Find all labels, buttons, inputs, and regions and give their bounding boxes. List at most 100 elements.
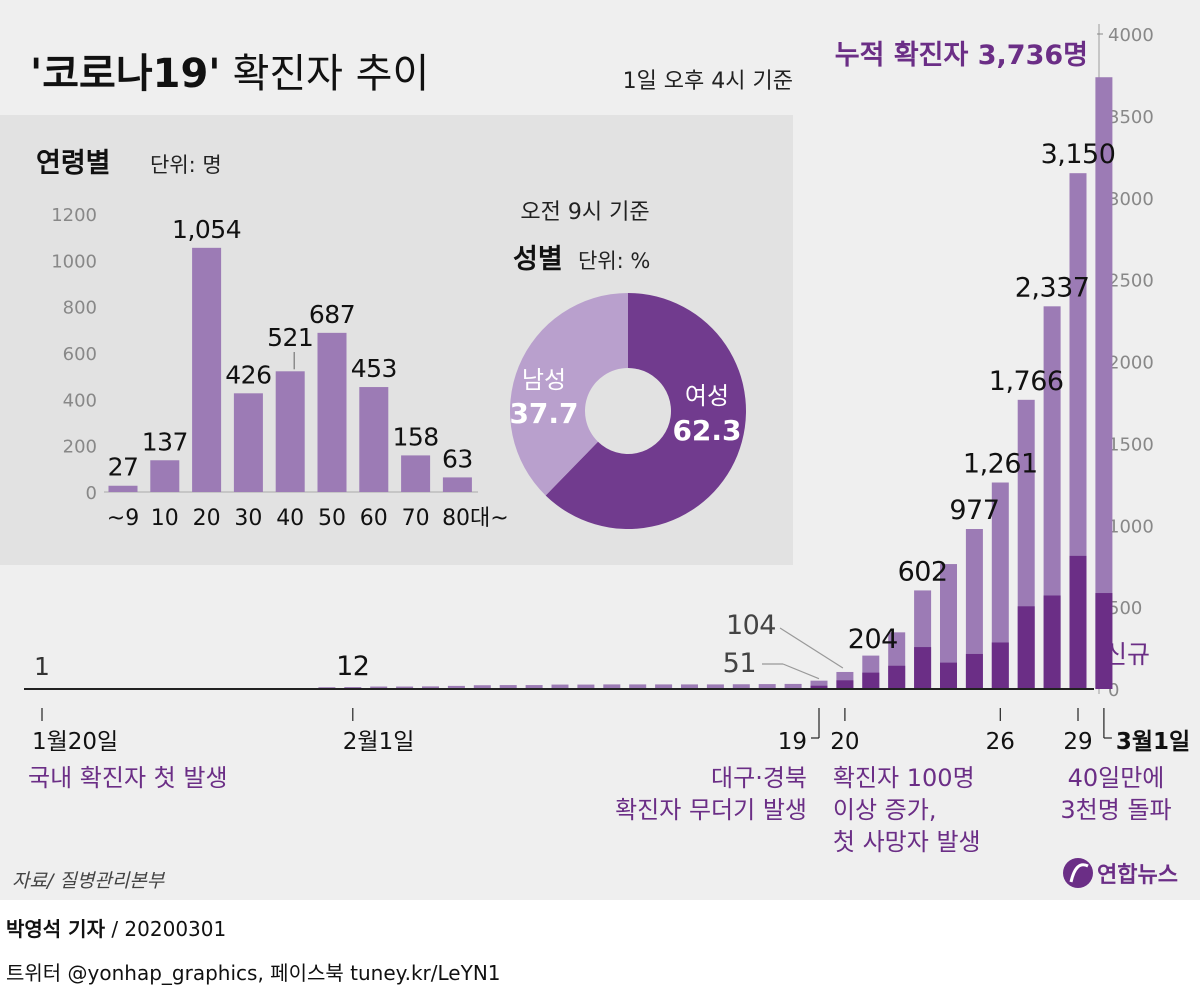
chart-basis-time: 1일 오후 4시 기준 bbox=[623, 69, 793, 94]
age-bar bbox=[108, 485, 138, 492]
x-tick-label: 26 bbox=[986, 729, 1015, 755]
cumulative-bar bbox=[499, 685, 517, 689]
logo-mark-icon bbox=[1063, 858, 1093, 888]
bar-value-label: 977 bbox=[949, 495, 999, 526]
new-cases-bar bbox=[914, 647, 932, 689]
new-cases-bar bbox=[888, 665, 906, 689]
y-tick-label: 1500 bbox=[1108, 434, 1154, 455]
cumulative-bar bbox=[629, 684, 647, 689]
cumulative-bar bbox=[396, 686, 414, 689]
y-tick-label: 2000 bbox=[1108, 353, 1154, 374]
bar-value-label: 51 bbox=[723, 648, 756, 679]
cumulative-bar bbox=[965, 529, 983, 689]
male-slice bbox=[509, 293, 628, 496]
bar-value-label: 1,766 bbox=[989, 366, 1064, 397]
cumulative-bar bbox=[447, 685, 465, 689]
cumulative-bar bbox=[422, 686, 439, 689]
bar-value-label: 104 bbox=[726, 610, 776, 641]
age-value-label: 1,054 bbox=[172, 215, 241, 244]
cumulative-bar bbox=[758, 684, 776, 689]
new-cases-bar bbox=[940, 662, 957, 689]
age-bar bbox=[150, 460, 180, 492]
age-bar bbox=[442, 477, 472, 492]
cumulative-bar bbox=[603, 684, 621, 689]
age-bar bbox=[359, 387, 389, 492]
x-tick-label: 29 bbox=[1063, 729, 1092, 755]
event-annotation: 확진자 무더기 발생 bbox=[615, 796, 807, 824]
bar-value-label: 1,261 bbox=[963, 449, 1038, 480]
bar-value-label: 12 bbox=[336, 651, 369, 682]
label-leader-line bbox=[782, 663, 820, 680]
new-cases-label: 신규 bbox=[1104, 640, 1150, 669]
chart-title-rest: 확진자 추이 bbox=[233, 51, 430, 97]
age-category-label: ~9 bbox=[107, 506, 139, 531]
new-cases-bar bbox=[991, 642, 1009, 689]
cumulative-bar bbox=[655, 684, 673, 689]
age-y-tick-label: 400 bbox=[63, 390, 97, 411]
logo-text: 연합뉴스 bbox=[1097, 862, 1178, 888]
age-bar bbox=[401, 455, 431, 492]
cumulative-bar bbox=[681, 684, 698, 689]
age-value-label: 158 bbox=[392, 422, 438, 451]
female-slice bbox=[545, 293, 746, 529]
cumulative-bar bbox=[370, 686, 388, 689]
age-y-tick-label: 0 bbox=[86, 483, 97, 504]
sex-chart-basis: 오전 9시 기준 bbox=[520, 200, 649, 225]
x-tick-label: 20 bbox=[830, 729, 859, 755]
bar-value-label: 2,337 bbox=[1015, 272, 1090, 303]
age-bar bbox=[317, 332, 347, 492]
y-tick-label: 4000 bbox=[1108, 25, 1154, 46]
age-chart-title: 연령별 bbox=[36, 148, 111, 179]
new-cases-bar bbox=[862, 672, 880, 689]
age-category-label: 80대~ bbox=[442, 506, 509, 531]
cumulative-bar bbox=[577, 684, 595, 689]
age-bar bbox=[192, 247, 222, 492]
cumulative-bar bbox=[706, 684, 724, 689]
age-chart-unit: 단위: 명 bbox=[150, 153, 222, 177]
age-category-label: 40 bbox=[276, 506, 304, 531]
male-slice-label: 남성 bbox=[522, 366, 566, 394]
event-annotation: 대구·경북 bbox=[711, 764, 807, 792]
age-y-tick-label: 800 bbox=[63, 298, 97, 319]
cumulative-bar bbox=[525, 685, 543, 689]
x-tick-label: 19 bbox=[778, 729, 807, 755]
y-tick-label: 3500 bbox=[1108, 107, 1154, 128]
new-cases-bar bbox=[1095, 593, 1113, 689]
bar-value-label: 602 bbox=[898, 556, 948, 587]
y-tick-label: 2500 bbox=[1108, 271, 1154, 292]
cumulative-bar bbox=[784, 683, 802, 689]
publish-date: / 20200301 bbox=[111, 917, 227, 941]
sex-chart-title: 성별 bbox=[513, 244, 563, 275]
age-category-label: 30 bbox=[234, 506, 262, 531]
age-category-label: 10 bbox=[151, 506, 179, 531]
female-slice-value: 62.3 bbox=[672, 414, 741, 447]
sex-chart-unit: 단위: % bbox=[578, 249, 650, 273]
cumulative-bar bbox=[1043, 306, 1061, 689]
y-tick-label: 3000 bbox=[1108, 189, 1154, 210]
age-y-tick-label: 600 bbox=[63, 344, 97, 365]
age-value-label: 27 bbox=[108, 453, 139, 482]
age-category-label: 60 bbox=[360, 506, 388, 531]
reporter-name: 박영석 기자 bbox=[6, 917, 105, 941]
age-category-label: 20 bbox=[193, 506, 221, 531]
cumulative-bar bbox=[940, 564, 957, 689]
footer-credit: 박영석 기자 / 20200301 bbox=[6, 913, 226, 942]
event-annotation: 확진자 100명 bbox=[833, 764, 975, 792]
age-bar bbox=[233, 393, 263, 492]
event-annotation: 3천명 돌파 bbox=[1060, 796, 1171, 824]
age-value-label: 63 bbox=[442, 444, 473, 473]
y-tick-label: 0 bbox=[1108, 680, 1119, 701]
cumulative-bar bbox=[810, 680, 828, 689]
age-value-label: 687 bbox=[309, 300, 355, 329]
male-slice-value: 37.7 bbox=[509, 397, 578, 430]
age-y-tick-label: 1200 bbox=[51, 205, 97, 226]
bar-value-label: 204 bbox=[848, 624, 898, 655]
cumulative-bar bbox=[551, 684, 569, 689]
age-y-tick-label: 200 bbox=[63, 437, 97, 458]
cumulative-bar bbox=[732, 684, 750, 689]
bar-value-label: 1 bbox=[34, 652, 50, 681]
chart-title-quoted: '코로나19' bbox=[30, 51, 221, 97]
event-annotation: 40일만에 bbox=[1068, 764, 1165, 792]
